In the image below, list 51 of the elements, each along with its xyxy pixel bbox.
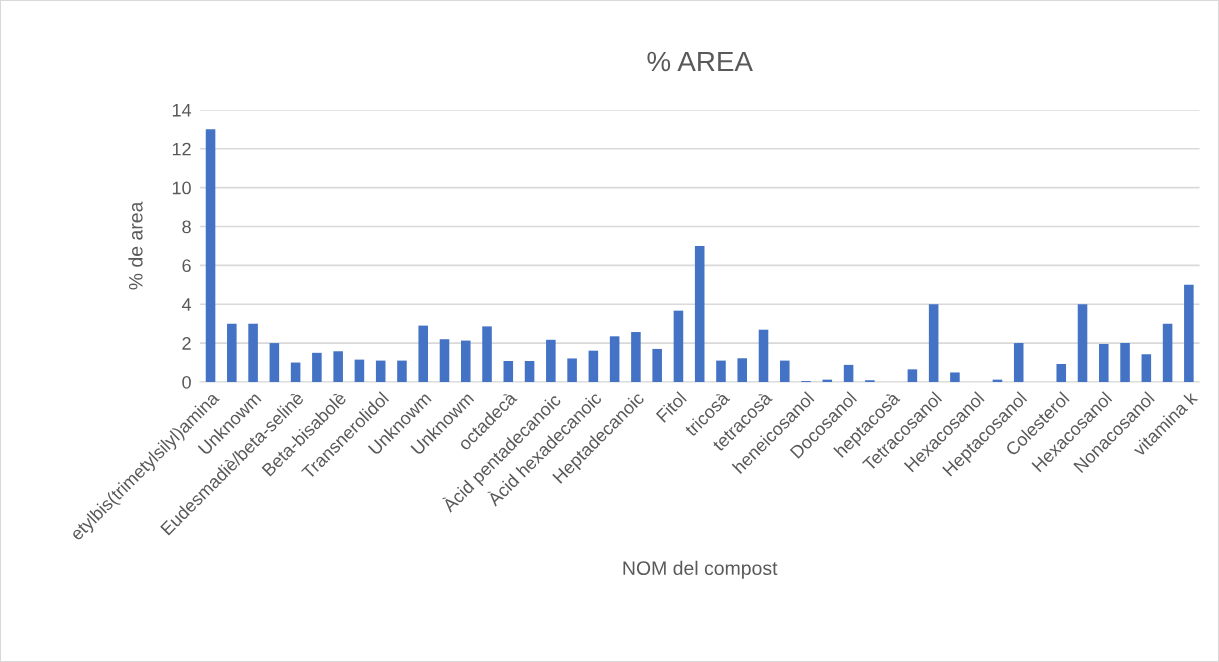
bar — [716, 360, 726, 382]
bar — [779, 360, 790, 382]
bar — [375, 360, 386, 382]
bar — [333, 351, 343, 382]
bar — [290, 362, 301, 382]
bar — [1120, 343, 1130, 382]
bar — [694, 245, 705, 382]
bar — [439, 339, 450, 382]
y-tick-label: 0 — [182, 375, 191, 389]
bar — [1056, 364, 1067, 382]
y-tick-label: 6 — [182, 259, 191, 273]
chart-title: % AREA — [647, 51, 753, 72]
bar — [1141, 354, 1152, 382]
bar — [609, 336, 620, 382]
bar — [1162, 323, 1173, 382]
y-tick-label: 12 — [172, 142, 191, 156]
y-tick-label: 4 — [181, 298, 192, 311]
bar — [843, 364, 854, 382]
bar — [354, 359, 365, 382]
bar — [482, 326, 492, 382]
bar — [928, 304, 939, 382]
bar — [907, 369, 918, 382]
bar — [673, 310, 684, 382]
y-tick-label: 14 — [172, 104, 192, 117]
bar — [418, 325, 429, 382]
bar — [631, 332, 641, 382]
y-tick-label: 2 — [182, 337, 191, 350]
bar — [524, 360, 535, 382]
bar — [397, 360, 407, 382]
bar — [503, 360, 514, 382]
bar — [1077, 304, 1088, 382]
y-axis-title: % de area — [128, 201, 143, 290]
bar — [588, 350, 599, 382]
bar — [758, 329, 769, 382]
bar — [546, 339, 556, 382]
bar — [312, 352, 322, 382]
bar — [460, 340, 471, 382]
bar — [269, 343, 280, 382]
bar — [737, 358, 748, 382]
x-axis-title: NOM del compost — [623, 560, 778, 579]
bar — [1099, 343, 1109, 382]
bar — [1013, 343, 1024, 382]
bar — [227, 323, 237, 382]
bar — [1184, 284, 1194, 382]
bar — [950, 372, 960, 382]
bar — [652, 348, 662, 382]
bar — [248, 323, 258, 382]
bar — [567, 358, 577, 382]
bar — [205, 129, 216, 382]
y-tick-label: 10 — [172, 181, 191, 195]
y-tick-label: 8 — [182, 220, 191, 234]
